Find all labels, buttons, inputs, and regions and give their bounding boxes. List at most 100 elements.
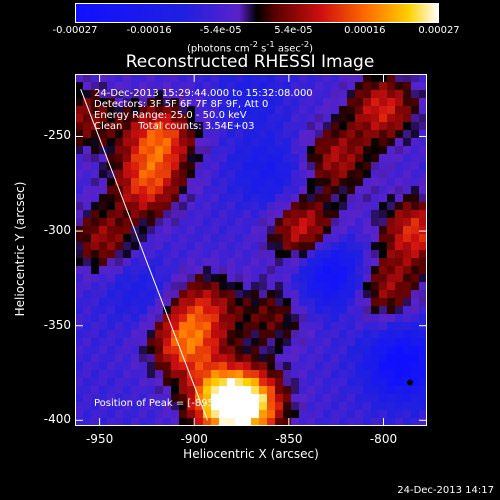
heatmap-cell bbox=[123, 154, 132, 163]
heatmap-cell bbox=[387, 170, 396, 179]
heatmap-cell bbox=[315, 122, 324, 131]
heatmap-cell bbox=[187, 154, 196, 163]
heatmap-cell bbox=[107, 290, 116, 299]
heatmap-cell bbox=[75, 226, 84, 235]
heatmap-cell bbox=[243, 394, 252, 403]
heatmap-cell bbox=[379, 226, 388, 235]
heatmap-cell bbox=[323, 194, 332, 203]
heatmap-cell bbox=[339, 218, 348, 227]
heatmap-cell bbox=[411, 306, 420, 315]
heatmap-cell bbox=[139, 202, 148, 211]
heatmap-cell bbox=[123, 418, 132, 426]
heatmap-cell bbox=[107, 234, 116, 243]
heatmap-cell bbox=[299, 162, 308, 171]
heatmap-cell bbox=[395, 322, 404, 331]
heatmap-cell bbox=[283, 234, 292, 243]
heatmap-cell bbox=[155, 178, 164, 187]
heatmap-cell bbox=[75, 194, 84, 203]
heatmap-cell bbox=[347, 298, 356, 307]
heatmap-cell bbox=[371, 90, 380, 99]
heatmap-cell bbox=[147, 378, 156, 387]
heatmap-cell bbox=[91, 202, 100, 211]
heatmap-cell bbox=[211, 282, 220, 291]
heatmap-cell bbox=[83, 386, 92, 395]
heatmap-cell bbox=[315, 90, 324, 99]
heatmap-cell bbox=[243, 130, 252, 139]
heatmap-cell bbox=[83, 138, 92, 147]
heatmap-cell bbox=[419, 130, 427, 139]
heatmap-cell bbox=[283, 202, 292, 211]
heatmap-cell bbox=[75, 146, 84, 155]
heatmap-cell bbox=[99, 266, 108, 275]
heatmap-cell bbox=[387, 306, 396, 315]
heatmap-cell bbox=[187, 218, 196, 227]
heatmap-cell bbox=[83, 130, 92, 139]
chart-title: Reconstructed RHESSI Image bbox=[125, 52, 375, 72]
heatmap-cell bbox=[227, 266, 236, 275]
heatmap-cell bbox=[315, 290, 324, 299]
heatmap-cell bbox=[123, 170, 132, 179]
heatmap-cell bbox=[155, 314, 164, 323]
heatmap-cell bbox=[347, 186, 356, 195]
heatmap-cell bbox=[283, 418, 292, 426]
heatmap-cell bbox=[171, 306, 180, 315]
heatmap-cell bbox=[267, 82, 276, 91]
heatmap-cell bbox=[227, 74, 236, 83]
heatmap-cell bbox=[91, 90, 100, 99]
heatmap-cell bbox=[411, 258, 420, 267]
heatmap-cell bbox=[355, 386, 364, 395]
heatmap-cell bbox=[403, 242, 412, 251]
heatmap-cell bbox=[251, 74, 260, 83]
heatmap-cell bbox=[419, 106, 427, 115]
heatmap-cell bbox=[155, 138, 164, 147]
heatmap-cell bbox=[123, 290, 132, 299]
heatmap-cell bbox=[187, 234, 196, 243]
heatmap-cell bbox=[131, 274, 140, 283]
heatmap-cell bbox=[259, 322, 268, 331]
heatmap-cell bbox=[211, 98, 220, 107]
heatmap-cell bbox=[219, 370, 228, 379]
heatmap-cell bbox=[355, 218, 364, 227]
heatmap-cell bbox=[307, 314, 316, 323]
heatmap-cell bbox=[147, 234, 156, 243]
heatmap-cell bbox=[139, 250, 148, 259]
heatmap-cell bbox=[131, 362, 140, 371]
heatmap-cell bbox=[315, 362, 324, 371]
heatmap-cell bbox=[187, 90, 196, 99]
heatmap-cell bbox=[187, 282, 196, 291]
heatmap-cell bbox=[203, 322, 212, 331]
heatmap-cell bbox=[363, 298, 372, 307]
heatmap-cell bbox=[155, 322, 164, 331]
heatmap-cell bbox=[203, 290, 212, 299]
heatmap-cell bbox=[91, 282, 100, 291]
heatmap-cell bbox=[419, 410, 427, 419]
heatmap-cell bbox=[195, 250, 204, 259]
heatmap-cell bbox=[227, 106, 236, 115]
heatmap-cell bbox=[251, 330, 260, 339]
heatmap-cell bbox=[107, 202, 116, 211]
heatmap-cell bbox=[275, 210, 284, 219]
heatmap-cell bbox=[411, 82, 420, 91]
heatmap-cell bbox=[123, 298, 132, 307]
peak-marker bbox=[406, 379, 413, 386]
heatmap-cell bbox=[227, 314, 236, 323]
heatmap-cell bbox=[291, 210, 300, 219]
limb-line bbox=[80, 88, 208, 421]
heatmap-cell bbox=[379, 370, 388, 379]
heatmap-cell bbox=[83, 154, 92, 163]
heatmap-cell bbox=[371, 122, 380, 131]
heatmap-cell bbox=[259, 378, 268, 387]
heatmap-cell bbox=[123, 322, 132, 331]
heatmap-cell bbox=[123, 258, 132, 267]
heatmap-cell bbox=[163, 186, 172, 195]
heatmap-cell bbox=[267, 410, 276, 419]
heatmap-cell bbox=[267, 210, 276, 219]
heatmap-cell bbox=[131, 202, 140, 211]
heatmap-cell bbox=[267, 314, 276, 323]
heatmap-cell bbox=[163, 226, 172, 235]
heatmap-cell bbox=[275, 290, 284, 299]
heatmap-cell bbox=[91, 290, 100, 299]
heatmap-cell bbox=[259, 266, 268, 275]
heatmap-cell bbox=[387, 370, 396, 379]
heatmap-cell bbox=[219, 338, 228, 347]
